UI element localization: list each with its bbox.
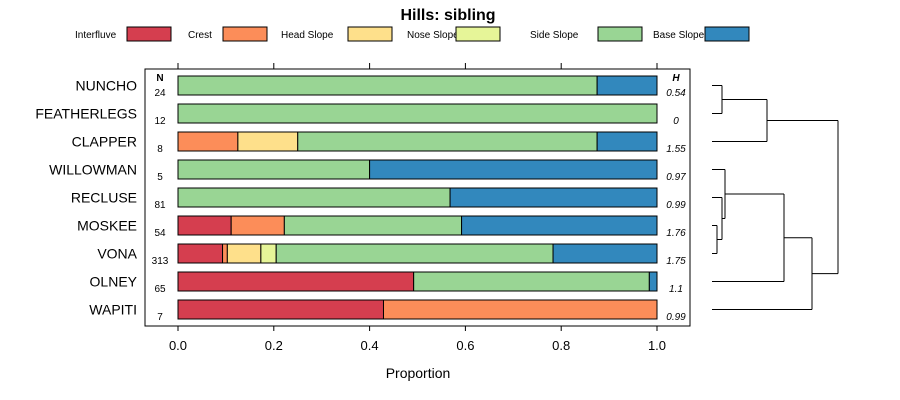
bar-segment-wapiti-crest — [382, 299, 658, 320]
bar-segment-clapper-crest — [177, 131, 239, 152]
bar-segment-willowman-side-slope — [177, 159, 371, 180]
legend-label-base-slope: Base Slope — [653, 30, 705, 41]
h-value-wapiti: 0.99 — [666, 312, 686, 323]
bar-segment-clapper-base-slope — [596, 131, 658, 152]
x-tick-label-5: 1.0 — [648, 338, 666, 353]
x-tick-label-2: 0.4 — [361, 338, 379, 353]
legend: Interfluve Crest Head Slope Nose Slope Side … — [75, 26, 750, 42]
n-value-clapper: 8 — [157, 144, 163, 155]
dendrogram — [712, 85, 839, 310]
bar-segment-moskee-base-slope — [461, 215, 658, 236]
h-value-clapper: 1.55 — [666, 144, 686, 155]
bar-segment-vona-nose-slope — [260, 243, 277, 264]
bar-segment-vona-base-slope — [552, 243, 658, 264]
bar-segment-vona-head-slope — [226, 243, 262, 264]
row-label-recluse: RECLUSE — [71, 190, 137, 206]
bar-segment-vona-crest — [222, 243, 228, 264]
bar-segment-nuncho-base-slope — [596, 75, 658, 96]
plot-frame — [144, 68, 691, 327]
bar-segment-wapiti-interfluve — [177, 299, 384, 320]
row-label-vona: VONA — [97, 246, 137, 262]
h-value-featherlegs: 0 — [673, 116, 679, 127]
legend-swatch-head-slope — [347, 26, 393, 42]
n-value-nuncho: 24 — [154, 88, 166, 99]
bar-segment-olney-base-slope — [648, 271, 658, 292]
row-label-moskee: MOSKEE — [77, 218, 137, 234]
legend-label-crest: Crest — [188, 30, 212, 41]
chart-title: Hills: sibling — [400, 7, 495, 24]
n-column-header: N — [156, 73, 163, 84]
h-value-willowman: 0.97 — [666, 172, 686, 183]
bar-segment-clapper-side-slope — [297, 131, 598, 152]
row-label-wapiti: WAPITI — [89, 302, 137, 318]
x-axis: 0.0 0.2 0.4 0.6 0.8 1.0 — [169, 63, 666, 353]
h-value-olney: 1.1 — [669, 284, 683, 295]
n-value-willowman: 5 — [157, 172, 163, 183]
legend-swatch-base-slope — [704, 26, 750, 42]
h-value-moskee: 1.76 — [666, 228, 686, 239]
bar-segment-vona-interfluve — [177, 243, 224, 264]
n-value-recluse: 81 — [154, 200, 166, 211]
bars-group — [177, 75, 658, 320]
bar-segment-moskee-side-slope — [283, 215, 463, 236]
row-label-featherlegs: FEATHERLEGS — [35, 106, 137, 122]
row-label-willowman: WILLOWMAN — [49, 162, 137, 178]
h-value-nuncho: 0.54 — [666, 88, 686, 99]
n-value-wapiti: 7 — [157, 312, 163, 323]
n-value-vona: 313 — [152, 256, 169, 267]
bar-segment-nuncho-side-slope — [177, 75, 598, 96]
legend-swatch-side-slope — [597, 26, 643, 42]
bar-segment-willowman-base-slope — [369, 159, 658, 180]
row-label-clapper: CLAPPER — [72, 134, 137, 150]
h-value-recluse: 0.99 — [666, 200, 686, 211]
n-value-featherlegs: 12 — [154, 116, 166, 127]
n-value-moskee: 54 — [154, 228, 166, 239]
legend-label-nose-slope: Nose Slope — [407, 30, 459, 41]
bar-segment-olney-interfluve — [177, 271, 415, 292]
bar-segment-featherlegs-side-slope — [177, 103, 658, 124]
bar-segment-moskee-interfluve — [177, 215, 232, 236]
legend-swatch-crest — [222, 26, 268, 42]
bar-segment-recluse-base-slope — [449, 187, 658, 208]
row-label-nuncho: NUNCHO — [76, 78, 138, 94]
h-column-header: H — [672, 73, 680, 84]
x-tick-label-4: 0.8 — [552, 338, 570, 353]
legend-label-side-slope: Side Slope — [530, 30, 579, 41]
x-tick-label-3: 0.6 — [456, 338, 474, 353]
bar-segment-clapper-head-slope — [237, 131, 299, 152]
bar-segment-olney-side-slope — [413, 271, 650, 292]
h-value-vona: 1.75 — [666, 256, 686, 267]
bar-segment-moskee-crest — [230, 215, 285, 236]
x-axis-title: Proportion — [386, 365, 451, 381]
row-labels: NUNCHO 24 0.54 FEATHERLEGS 12 0 CLAPPER 8 1.55 WI… — [35, 78, 686, 324]
legend-swatch-interfluve — [126, 26, 172, 42]
x-tick-label-0: 0.0 — [169, 338, 187, 353]
bar-segment-recluse-side-slope — [177, 187, 451, 208]
legend-label-interfluve: Interfluve — [75, 30, 117, 41]
legend-label-head-slope: Head Slope — [281, 30, 334, 41]
x-tick-label-1: 0.2 — [265, 338, 283, 353]
n-value-olney: 65 — [154, 284, 166, 295]
legend-swatch-nose-slope — [455, 26, 501, 42]
row-label-olney: OLNEY — [90, 274, 138, 290]
bar-segment-vona-side-slope — [275, 243, 554, 264]
